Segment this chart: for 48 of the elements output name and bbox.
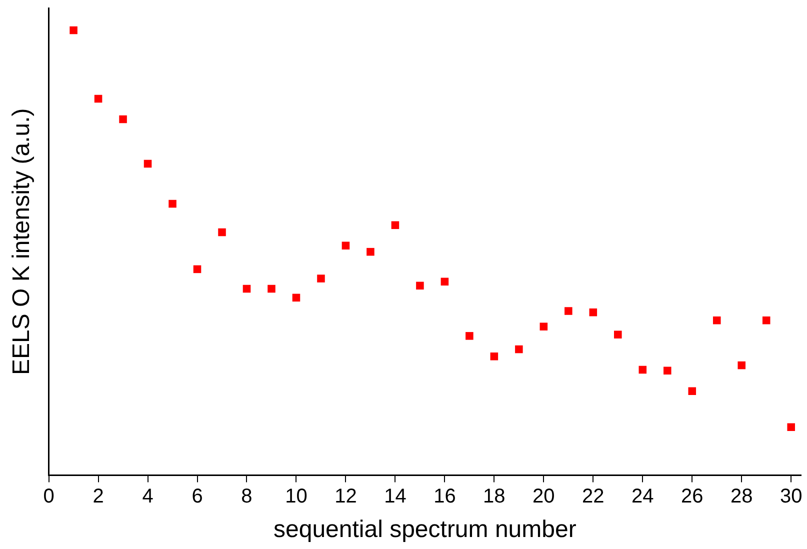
x-tick-label: 2 <box>92 486 104 508</box>
point <box>712 316 721 324</box>
x-tick-label: 20 <box>532 486 555 508</box>
point <box>762 316 770 324</box>
x-tick-label: 26 <box>681 486 704 508</box>
x-tick-label: 22 <box>582 486 604 508</box>
point <box>193 265 202 274</box>
x-tick-label: 0 <box>43 486 54 508</box>
x-tick-label: 14 <box>384 486 406 508</box>
point <box>688 387 696 395</box>
point <box>94 94 102 103</box>
x-axis-title: sequential spectrum number <box>273 516 576 544</box>
x-tick-label: 30 <box>780 486 802 508</box>
point <box>614 330 622 338</box>
y-axis-title: EELS O K intensity (a.u.) <box>8 108 36 375</box>
point <box>317 274 325 282</box>
point <box>416 282 424 290</box>
point <box>564 307 572 315</box>
point <box>119 115 127 124</box>
point <box>515 345 523 354</box>
x-tick-label: 6 <box>192 486 203 508</box>
point <box>638 366 647 374</box>
point <box>242 284 251 293</box>
point <box>342 242 350 250</box>
point <box>218 228 226 236</box>
x-tick-label: 16 <box>434 486 456 508</box>
x-tick-label: 24 <box>632 486 654 508</box>
x-tick-label: 10 <box>285 486 308 508</box>
point <box>787 423 795 432</box>
point <box>738 361 746 370</box>
point <box>663 366 672 375</box>
point <box>168 200 176 208</box>
point <box>292 294 300 302</box>
x-tick-label: 18 <box>483 486 506 508</box>
x-tick-label: 12 <box>334 486 357 508</box>
x-tick-label: 4 <box>142 486 154 508</box>
x-tick-label: 28 <box>730 486 753 508</box>
point <box>490 352 498 360</box>
point <box>391 221 400 230</box>
point <box>589 308 598 316</box>
point <box>540 322 548 330</box>
point <box>268 284 276 293</box>
point <box>70 26 78 34</box>
x-tick-label: 8 <box>241 486 252 508</box>
point <box>466 332 474 340</box>
point <box>440 278 449 286</box>
point <box>144 160 152 168</box>
point <box>366 248 374 256</box>
